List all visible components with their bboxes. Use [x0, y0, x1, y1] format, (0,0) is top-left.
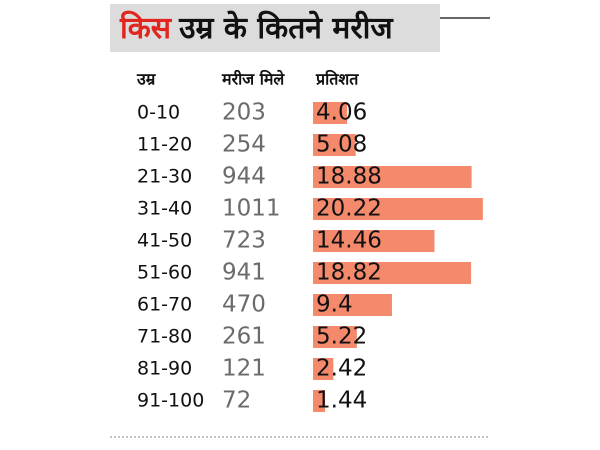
age-group: 71-80 — [137, 326, 192, 348]
bar — [313, 134, 356, 156]
age-group: 0-10 — [137, 102, 180, 124]
title-highlight: किस — [119, 10, 173, 46]
chart-title: किस उम्र के कितने मरीज — [119, 10, 394, 46]
bar — [313, 358, 334, 380]
patient-count: 72 — [222, 388, 251, 414]
bar — [313, 102, 348, 124]
bar — [313, 198, 483, 220]
title-background — [110, 4, 440, 52]
patient-count: 941 — [222, 260, 266, 286]
percent-label: 2.42 — [316, 356, 367, 382]
patient-count: 1011 — [222, 196, 281, 222]
bar — [313, 230, 435, 252]
column-header: उम्र — [136, 70, 157, 89]
age-group: 31-40 — [137, 198, 192, 220]
title-rest: उम्र के कितने मरीज — [178, 10, 394, 46]
percent-label: 1.44 — [316, 388, 367, 414]
age-group: 51-60 — [137, 262, 192, 284]
patient-count: 261 — [222, 324, 266, 350]
percent-label: 9.4 — [316, 292, 353, 318]
patient-count: 723 — [222, 228, 266, 254]
age-group: 21-30 — [137, 166, 192, 188]
percent-label: 4.06 — [316, 100, 367, 126]
patient-count: 203 — [222, 100, 266, 126]
percent-label: 14.46 — [316, 228, 382, 254]
age-group: 91-100 — [137, 390, 204, 412]
patient-count: 121 — [222, 356, 266, 382]
patient-count: 254 — [222, 132, 266, 158]
percent-label: 18.88 — [316, 164, 382, 190]
percent-label: 20.22 — [316, 196, 382, 222]
percent-label: 18.82 — [316, 260, 382, 286]
patient-count: 470 — [222, 292, 266, 318]
column-header: प्रतिशत — [315, 70, 359, 89]
age-group: 41-50 — [137, 230, 192, 252]
percent-label: 5.22 — [316, 324, 367, 350]
bar — [313, 326, 357, 348]
bar — [313, 262, 472, 284]
age-group: 11-20 — [137, 134, 192, 156]
bar — [313, 294, 392, 316]
patient-count: 944 — [222, 164, 266, 190]
age-group: 81-90 — [137, 358, 192, 380]
percent-label: 5.08 — [316, 132, 367, 158]
bar — [313, 166, 472, 188]
age-group: 61-70 — [137, 294, 192, 316]
column-header: मरीज मिले — [221, 70, 285, 89]
bar — [313, 390, 326, 412]
